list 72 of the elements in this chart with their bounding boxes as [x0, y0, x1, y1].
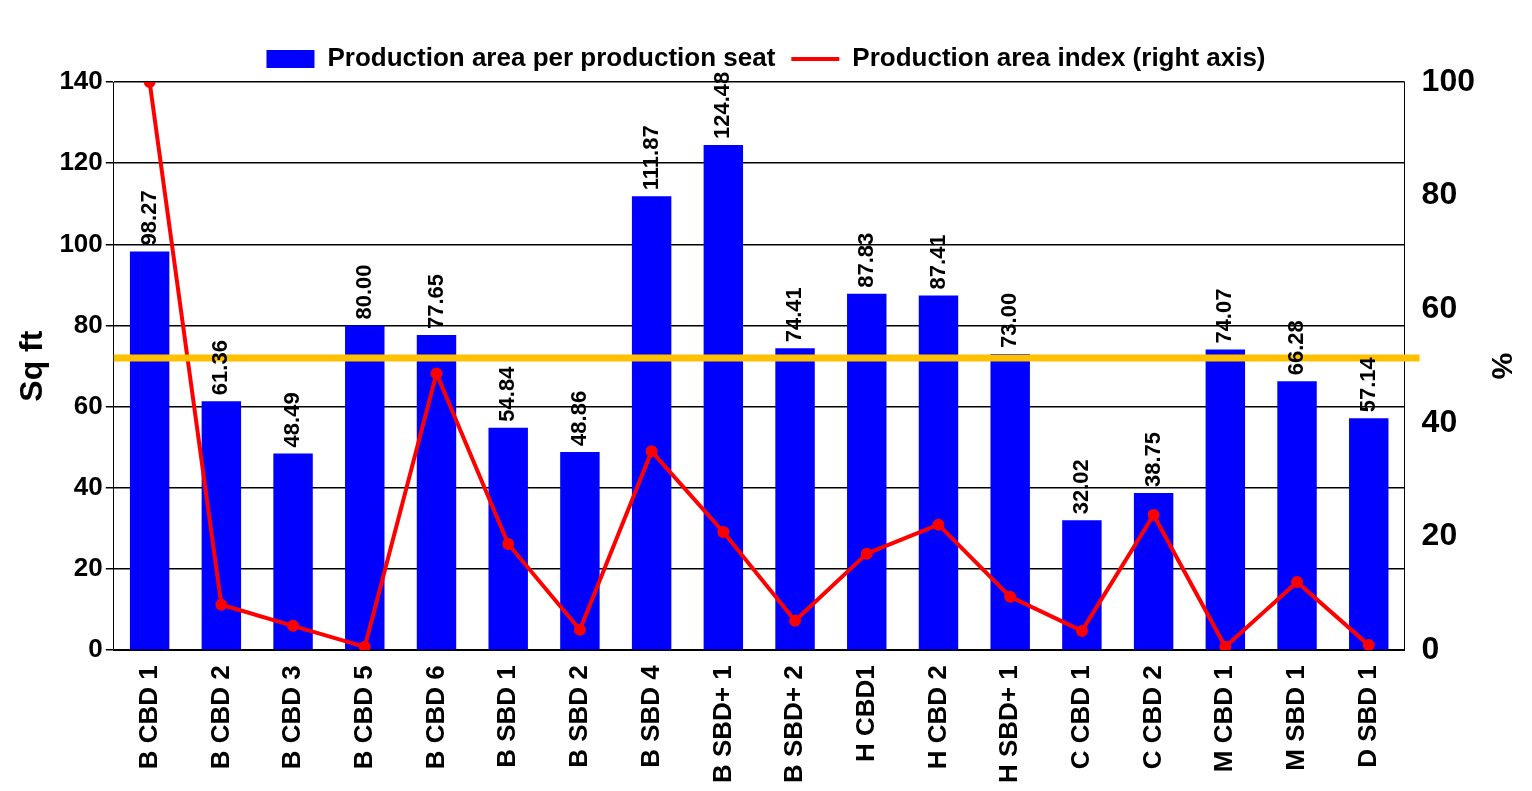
x-tick-label: C CBD 1 — [1065, 665, 1096, 770]
y-tick-label: 40 — [73, 471, 103, 502]
y2-tick-label: 100 — [1421, 61, 1475, 98]
y-tick-label: 100 — [59, 227, 103, 258]
bar — [345, 325, 385, 650]
y-tick-label: 0 — [88, 633, 103, 664]
x-tick-label: B CBD 6 — [419, 665, 450, 770]
bar — [416, 335, 457, 650]
x-tick-label: B CBD 1 — [132, 665, 163, 770]
bar — [631, 196, 672, 650]
data-label: 87.41 — [924, 234, 950, 290]
bar — [1349, 418, 1389, 650]
x-tick-label: B SBD+ 1 — [706, 665, 737, 783]
y2-tick-label: 0 — [1421, 630, 1440, 667]
bar — [918, 295, 959, 650]
x-tick-label: C CBD 2 — [1136, 665, 1167, 770]
data-label: 48.86 — [565, 390, 591, 446]
legend-label: Production area per production seat — [327, 42, 776, 73]
bar — [1133, 492, 1174, 650]
bar — [775, 348, 815, 650]
y-tick-label: 120 — [59, 146, 103, 177]
bar — [1277, 381, 1317, 650]
bar — [1062, 520, 1102, 650]
y2-tick-label: 60 — [1421, 289, 1458, 326]
data-label: 32.02 — [1067, 459, 1093, 515]
x-tick-label: B SBD 1 — [491, 665, 522, 768]
x-tick-label: H CBD1 — [849, 665, 880, 763]
data-label: 73.00 — [996, 292, 1022, 348]
y-tick-label: 20 — [73, 552, 103, 583]
y2-tick-label: 80 — [1421, 175, 1458, 212]
bar — [273, 453, 313, 650]
x-tick-label: D SBD 1 — [1351, 665, 1382, 768]
data-label: 124.48 — [709, 71, 735, 139]
data-label: 61.36 — [207, 340, 233, 396]
data-label: 111.87 — [637, 125, 663, 191]
x-tick-label: B SBD 2 — [563, 665, 594, 768]
x-tick-label: B CBD 2 — [204, 665, 235, 770]
x-tick-label: B SBD+ 2 — [778, 665, 809, 783]
legend-label: Production area index (right axis) — [852, 42, 1266, 73]
data-label: 54.84 — [494, 365, 520, 422]
x-tick-label: B CBD 5 — [347, 665, 378, 770]
data-label: 80.00 — [350, 264, 376, 320]
y-tick-label: 80 — [73, 308, 103, 339]
y2-tick-label: 40 — [1421, 402, 1458, 439]
x-tick-label: B SBD 4 — [634, 664, 665, 768]
data-label: 57.14 — [1354, 356, 1380, 413]
x-tick-label: M SBD 1 — [1280, 665, 1311, 771]
x-tick-label: H CBD 2 — [921, 665, 952, 770]
data-label: 74.07 — [1211, 288, 1237, 344]
x-tick-label: B CBD 3 — [276, 665, 307, 770]
bar — [990, 353, 1030, 650]
bar — [201, 401, 242, 650]
y-tick-label: 60 — [73, 389, 103, 420]
y2-axis-title: % — [1485, 352, 1519, 380]
bar — [560, 451, 600, 650]
bar — [703, 144, 744, 650]
data-label: 77.65 — [422, 274, 448, 330]
bar — [847, 293, 887, 650]
data-label: 38.75 — [1139, 431, 1165, 487]
bar — [1205, 349, 1246, 650]
data-label: 66.28 — [1283, 320, 1309, 376]
data-label: 74.41 — [781, 287, 807, 343]
bar — [129, 251, 170, 650]
x-tick-label: H SBD+ 1 — [993, 665, 1024, 783]
x-tick-label: M CBD 1 — [1208, 665, 1239, 773]
y-axis-title: Sq ft — [13, 330, 50, 402]
y-tick-label: 140 — [59, 65, 103, 96]
data-label: 48.49 — [279, 392, 305, 448]
y2-tick-label: 20 — [1421, 516, 1458, 553]
data-label: 87.83 — [852, 232, 878, 288]
bar — [488, 427, 528, 650]
data-label: 98.27 — [135, 190, 161, 246]
